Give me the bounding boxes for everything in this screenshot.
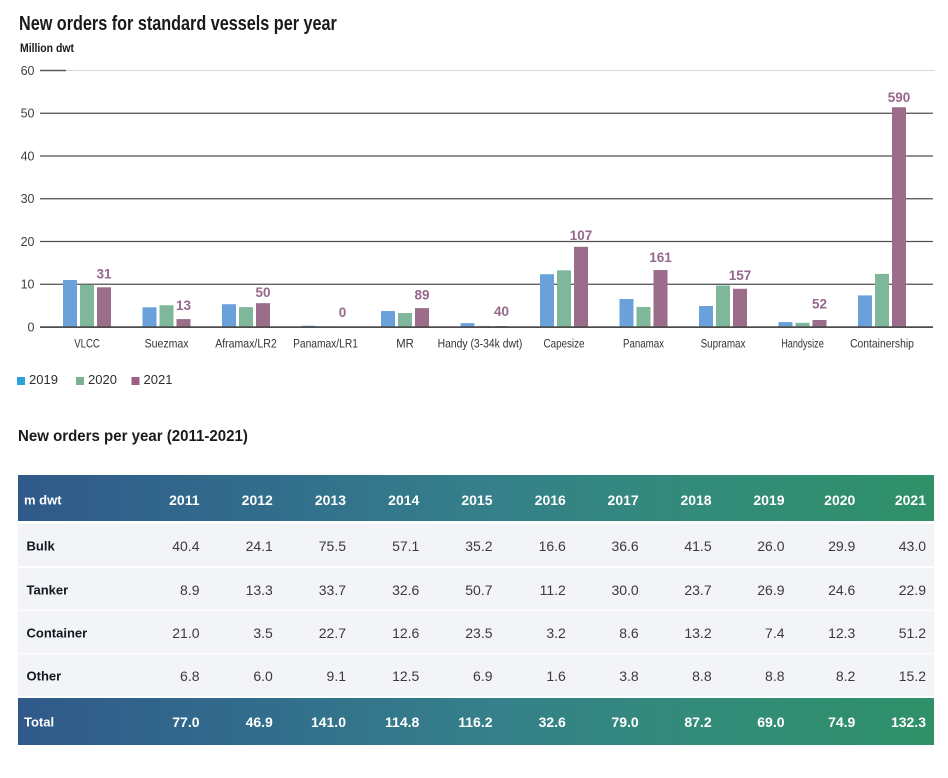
svg-text:MR: MR	[396, 337, 414, 351]
svg-text:590: 590	[888, 90, 911, 105]
svg-text:40: 40	[494, 304, 509, 319]
svg-text:VLCC: VLCC	[74, 337, 100, 351]
svg-text:40: 40	[21, 149, 35, 163]
svg-text:161: 161	[649, 250, 672, 265]
svg-text:107: 107	[570, 228, 593, 243]
svg-text:0: 0	[339, 305, 347, 320]
svg-text:Capesize: Capesize	[544, 337, 585, 351]
svg-text:30: 30	[21, 192, 35, 206]
svg-text:50: 50	[21, 107, 35, 121]
svg-text:2020: 2020	[88, 372, 117, 387]
svg-text:Handy (3-34k dwt): Handy (3-34k dwt)	[438, 337, 523, 351]
svg-text:157: 157	[729, 268, 752, 283]
svg-text:20: 20	[21, 235, 35, 249]
svg-text:52: 52	[812, 297, 827, 312]
svg-text:Handysize: Handysize	[781, 337, 824, 351]
svg-text:Containership: Containership	[850, 337, 914, 351]
svg-text:89: 89	[414, 287, 429, 302]
svg-text:Supramax: Supramax	[701, 337, 746, 351]
svg-text:31: 31	[96, 266, 112, 281]
svg-text:50: 50	[255, 285, 270, 300]
svg-text:10: 10	[21, 278, 35, 292]
svg-text:60: 60	[21, 64, 35, 78]
svg-text:13: 13	[176, 298, 192, 313]
svg-text:2019: 2019	[29, 372, 58, 387]
svg-text:2021: 2021	[144, 372, 173, 387]
svg-text:Panamax: Panamax	[623, 337, 665, 351]
svg-text:Suezmax: Suezmax	[145, 337, 190, 351]
svg-text:Aframax/LR2: Aframax/LR2	[215, 337, 277, 351]
svg-text:0: 0	[28, 320, 35, 334]
svg-text:Panamax/LR1: Panamax/LR1	[293, 337, 358, 351]
